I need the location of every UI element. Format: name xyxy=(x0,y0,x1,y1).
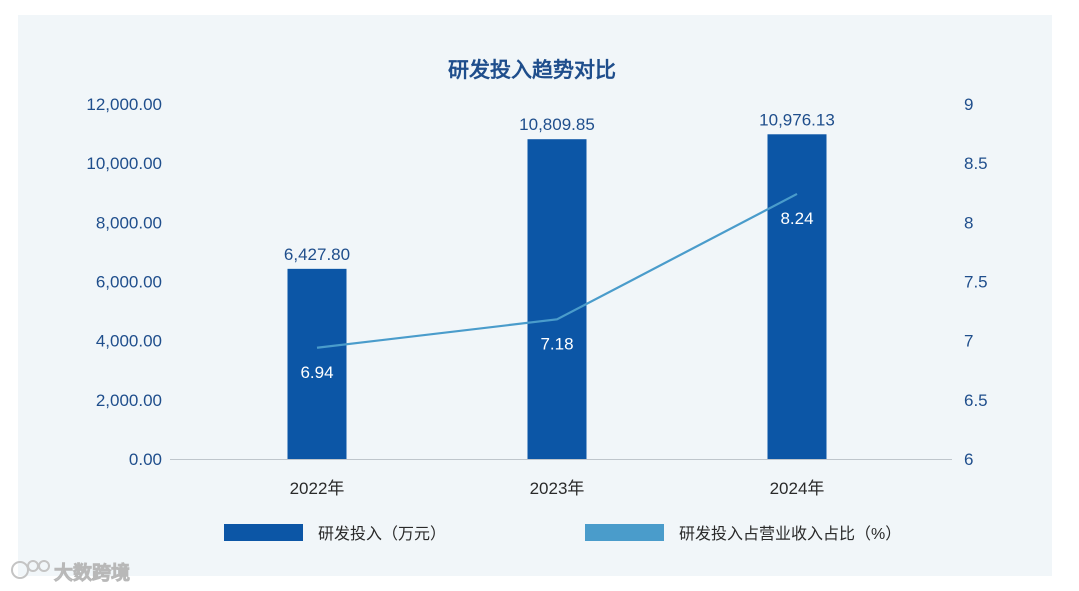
line-value-label: 8.24 xyxy=(780,209,813,228)
bar xyxy=(527,139,587,459)
left-y-axis: 0.00 2,000.00 4,000.00 6,000.00 8,000.00 10,0… xyxy=(86,95,162,469)
legend-label-bar: 研发投入（万元） xyxy=(318,525,446,543)
left-tick-label: 8,000.00 xyxy=(96,213,162,232)
watermark: 大数跨境 xyxy=(11,560,130,584)
legend-swatch-bar xyxy=(224,524,303,541)
legend-label-line: 研发投入占营业收入占比（%） xyxy=(679,525,901,543)
left-tick-label: 2,000.00 xyxy=(96,391,162,410)
x-axis: 2022年 2023年 2024年 xyxy=(290,479,825,498)
left-tick-label: 10,000.00 xyxy=(86,154,162,173)
right-tick-label: 6 xyxy=(964,450,973,469)
left-tick-label: 4,000.00 xyxy=(96,332,162,351)
right-tick-label: 8 xyxy=(964,213,973,232)
right-y-axis: 6 6.5 7 7.5 8 8.5 9 xyxy=(964,95,988,469)
x-tick-label: 2022年 xyxy=(290,479,345,498)
bar xyxy=(767,134,827,459)
x-tick-label: 2024年 xyxy=(770,479,825,498)
watermark-text: 大数跨境 xyxy=(54,561,130,584)
bar-series: 6,427.80 10,809.85 10,976.13 xyxy=(284,110,835,459)
bar-value-label: 10,809.85 xyxy=(519,115,595,134)
x-tick-label: 2023年 xyxy=(530,479,585,498)
left-tick-label: 6,000.00 xyxy=(96,273,162,292)
bar xyxy=(287,268,347,459)
line-series: 6.94 7.18 8.24 xyxy=(300,192,814,382)
line-value-label: 6.94 xyxy=(300,363,333,382)
left-tick-label: 0.00 xyxy=(129,450,162,469)
bar-value-label: 10,976.13 xyxy=(759,110,835,129)
line-path xyxy=(316,192,798,349)
right-tick-label: 7 xyxy=(964,332,973,351)
watermark-logo-icon xyxy=(11,560,50,579)
left-tick-label: 12,000.00 xyxy=(86,95,162,114)
chart-title: 研发投入趋势对比 xyxy=(448,58,616,82)
right-tick-label: 9 xyxy=(964,95,973,114)
line-value-label: 7.18 xyxy=(540,334,573,353)
right-tick-label: 6.5 xyxy=(964,391,988,410)
legend-swatch-line xyxy=(585,524,664,541)
right-tick-label: 8.5 xyxy=(964,154,988,173)
bar-value-label: 6,427.80 xyxy=(284,245,350,264)
legend: 研发投入（万元） 研发投入占营业收入占比（%） xyxy=(224,524,901,543)
right-tick-label: 7.5 xyxy=(964,273,988,292)
